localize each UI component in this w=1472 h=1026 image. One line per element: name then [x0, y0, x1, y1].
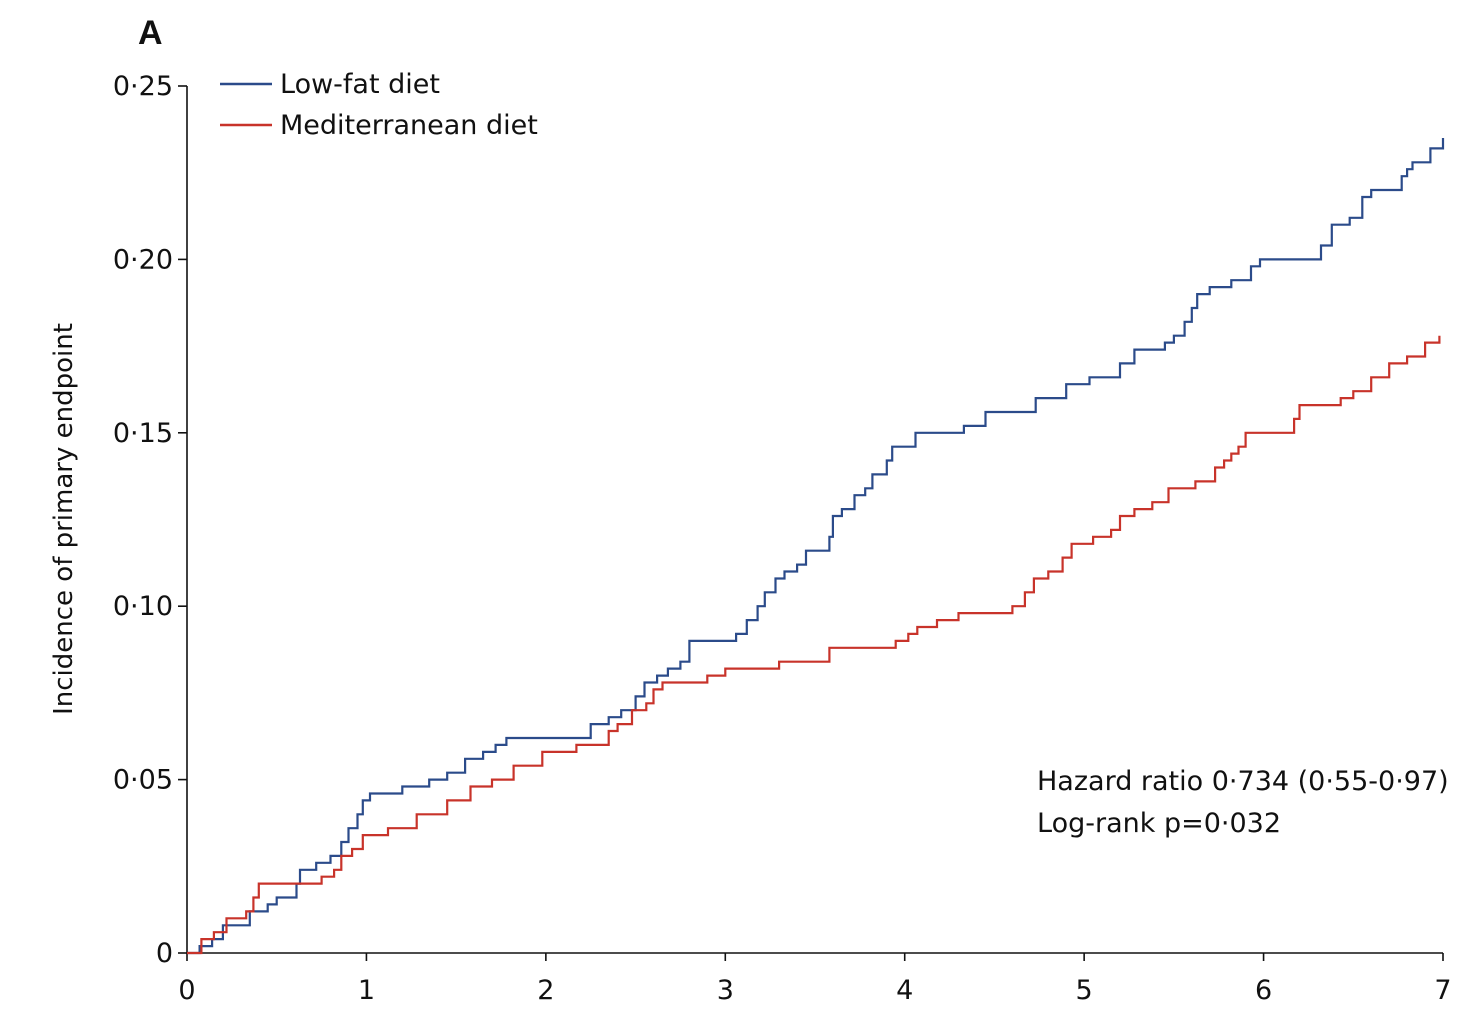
y-tick-label: 0·25 — [113, 71, 173, 102]
legend-label-low-fat: Low-fat diet — [280, 69, 440, 100]
x-tick-label: 2 — [537, 975, 554, 1006]
legend: Low-fat diet Mediterranean diet — [220, 69, 538, 141]
x-tick-label: 1 — [358, 975, 375, 1006]
y-axis: 0 0·05 0·10 0·15 0·20 0·25 — [113, 71, 188, 969]
y-tick-label: 0·15 — [113, 418, 173, 449]
y-tick-label: 0·10 — [113, 591, 173, 622]
x-tick-label: 7 — [1434, 975, 1451, 1006]
x-axis: 0 1 2 3 4 5 6 7 — [178, 952, 1452, 1006]
series-group — [187, 138, 1445, 955]
x-tick-label: 0 — [178, 975, 195, 1006]
x-tick-label: 3 — [717, 975, 734, 1006]
y-tick-label: 0·05 — [113, 765, 173, 796]
y-axis-title: Incidence of primary endpoint — [49, 323, 79, 715]
panel-label: A — [138, 14, 163, 52]
y-tick-label: 0 — [156, 938, 173, 969]
x-tick-label: 5 — [1076, 975, 1093, 1006]
hazard-ratio-annotation: Hazard ratio 0·734 (0·55-0·97) — [1037, 766, 1449, 797]
series-line-mediterranean — [187, 335, 1441, 955]
x-tick-label: 4 — [896, 975, 913, 1006]
x-tick-label: 6 — [1255, 975, 1272, 1006]
y-tick-label: 0·20 — [113, 244, 173, 275]
series-line-low-fat — [187, 138, 1445, 955]
legend-label-mediterranean: Mediterranean diet — [280, 110, 538, 141]
log-rank-annotation: Log-rank p=0·032 — [1037, 808, 1281, 839]
